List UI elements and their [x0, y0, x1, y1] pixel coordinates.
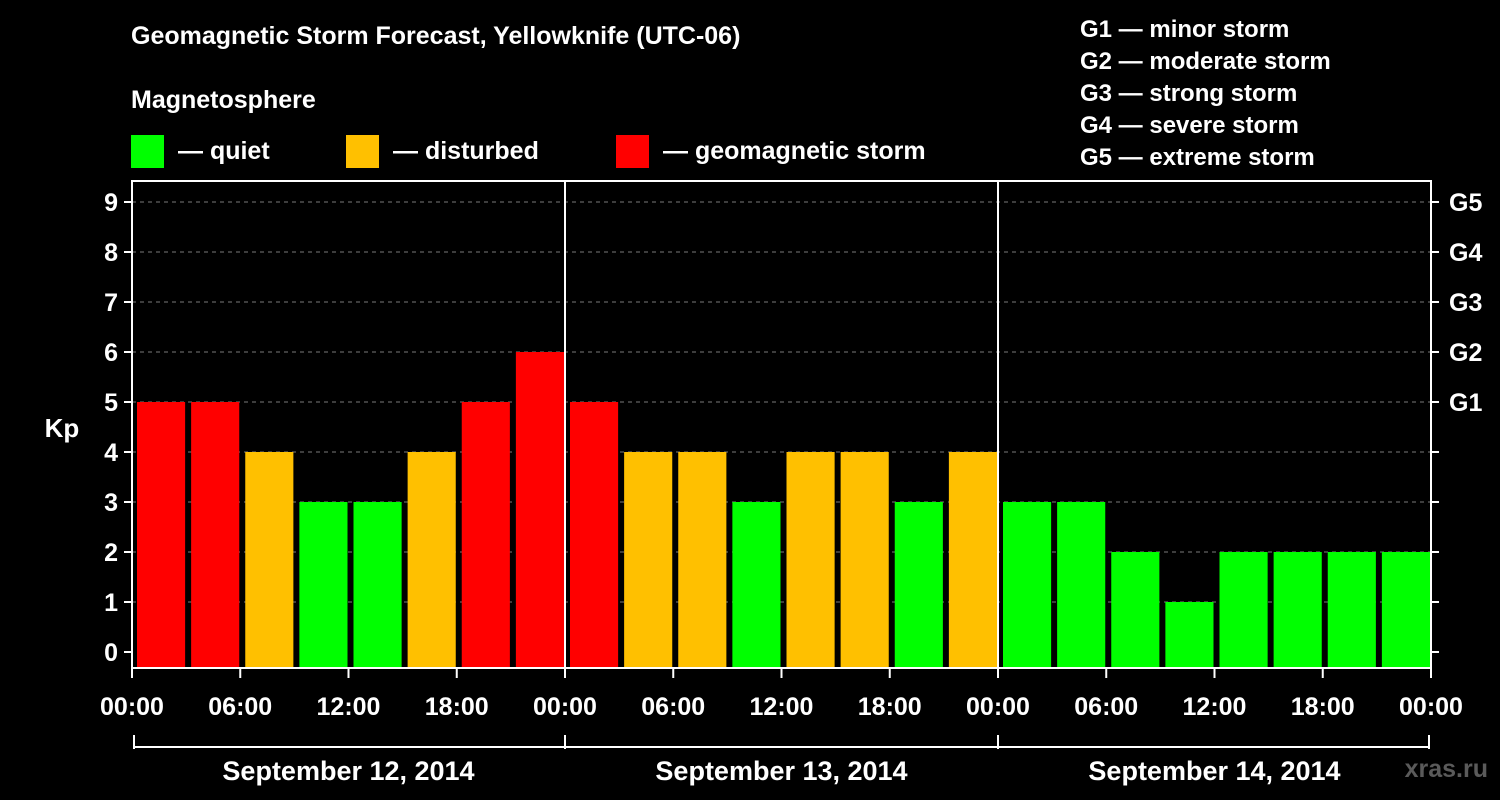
- watermark: xras.ru: [1404, 755, 1488, 783]
- bar: [515, 352, 564, 668]
- legend-label-quiet: — quiet: [178, 136, 270, 165]
- storm-scale-g1: G1 — minor storm: [1080, 16, 1290, 43]
- day-label: September 14, 2014: [1088, 756, 1340, 786]
- bar: [678, 452, 727, 668]
- y-tick-label: 8: [104, 239, 118, 267]
- storm-scale-g3: G3 — strong storm: [1080, 80, 1298, 107]
- bar: [245, 452, 294, 668]
- y-tick-label: 6: [104, 339, 118, 367]
- y-tick-label: 9: [104, 189, 118, 217]
- bar: [1273, 552, 1322, 668]
- x-tick-label: 00:00: [100, 693, 164, 721]
- bar: [570, 402, 619, 668]
- y-tick-label: 3: [104, 489, 118, 517]
- legend-label-disturbed: — disturbed: [393, 136, 539, 165]
- x-tick-label: 18:00: [1291, 693, 1355, 721]
- storm-scale-g5: G5 — extreme storm: [1080, 144, 1315, 171]
- bar: [299, 502, 348, 668]
- x-tick-label: 00:00: [966, 693, 1030, 721]
- storm-level-label: G2: [1449, 339, 1482, 367]
- bar: [191, 402, 240, 668]
- storm-level-label: G4: [1449, 239, 1482, 267]
- day-label: September 12, 2014: [222, 756, 474, 786]
- x-tick-label: 00:00: [533, 693, 597, 721]
- y-tick-label: 2: [104, 539, 118, 567]
- legend-item-quiet: — quiet: [131, 134, 270, 168]
- bar: [786, 452, 835, 668]
- x-tick-label: 12:00: [750, 693, 814, 721]
- bar: [1003, 502, 1052, 668]
- x-tick-label: 06:00: [208, 693, 272, 721]
- storm-scale-legend: G1 — minor storm G2 — moderate storm G3 …: [1080, 14, 1331, 174]
- storm-level-label: G3: [1449, 289, 1482, 317]
- bar: [732, 502, 781, 668]
- y-tick-label: 0: [104, 639, 118, 667]
- storm-level-label: G5: [1449, 189, 1482, 217]
- chart-subtitle: Magnetosphere: [131, 86, 316, 114]
- y-tick-label: 7: [104, 289, 118, 317]
- bar: [461, 402, 510, 668]
- legend-swatch-storm: [616, 134, 649, 168]
- bar: [1165, 602, 1214, 668]
- storm-level-label: G1: [1449, 389, 1482, 417]
- y-tick-label: 1: [104, 589, 118, 617]
- bar: [948, 452, 997, 668]
- storm-scale-g4: G4 — severe storm: [1080, 112, 1299, 139]
- bar: [624, 452, 673, 668]
- x-tick-label: 18:00: [858, 693, 922, 721]
- legend-item-storm: — geomagnetic storm: [616, 134, 926, 168]
- storm-scale-g2: G2 — moderate storm: [1080, 48, 1331, 75]
- legend-swatch-quiet: [131, 134, 164, 168]
- x-tick-label: 18:00: [425, 693, 489, 721]
- y-tick-label: 5: [104, 389, 118, 417]
- bar: [1327, 552, 1376, 668]
- legend-swatch-disturbed: [346, 134, 379, 168]
- legend-label-storm: — geomagnetic storm: [663, 136, 926, 165]
- x-tick-label: 06:00: [641, 693, 705, 721]
- x-tick-label: 00:00: [1399, 693, 1463, 721]
- bar: [1219, 552, 1268, 668]
- x-tick-label: 12:00: [317, 693, 381, 721]
- y-axis-label: Kp: [45, 413, 80, 443]
- x-tick-label: 12:00: [1183, 693, 1247, 721]
- legend-item-disturbed: — disturbed: [346, 134, 539, 168]
- bar: [353, 502, 402, 668]
- bar: [407, 452, 456, 668]
- bar: [1381, 552, 1430, 668]
- bar: [1111, 552, 1160, 668]
- x-tick-label: 06:00: [1074, 693, 1138, 721]
- y-tick-label: 4: [104, 439, 118, 467]
- chart-title: Geomagnetic Storm Forecast, Yellowknife …: [131, 22, 741, 50]
- bar: [1057, 502, 1106, 668]
- bar: [137, 402, 186, 668]
- day-label: September 13, 2014: [655, 756, 907, 786]
- bar: [840, 452, 889, 668]
- bar: [894, 502, 943, 668]
